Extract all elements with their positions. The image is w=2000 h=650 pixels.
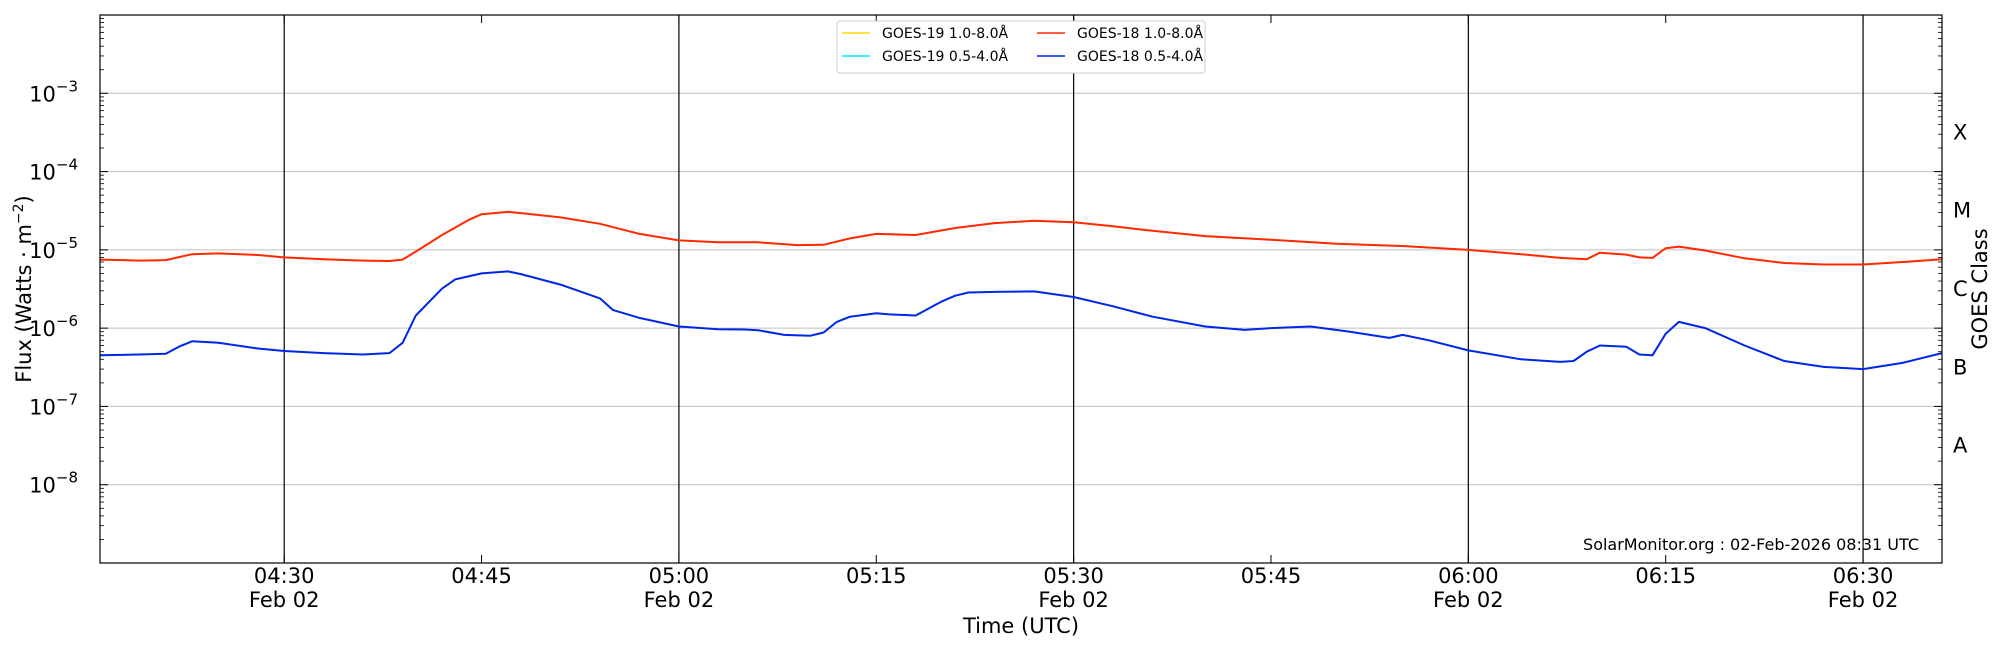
right-axis-title: GOES Class	[1968, 228, 1992, 349]
series-line-0	[99, 210, 1943, 266]
x-tick-date-label: Feb 02	[1038, 588, 1109, 612]
x-tick-date-label: Feb 02	[644, 588, 715, 612]
y-tick-label: 10−3	[29, 77, 78, 106]
series-line-1	[99, 270, 1943, 371]
y-tick-label: 10−5	[29, 234, 78, 263]
x-tick-label: 04:30	[254, 564, 315, 588]
x-tick-label: 05:30	[1043, 564, 1104, 588]
gridlines	[100, 15, 1942, 563]
plot-area-frame	[99, 14, 1943, 564]
x-axis-title: Time (UTC)	[962, 614, 1079, 638]
y-tick-label: 10−8	[29, 469, 78, 498]
x-tick-label: 06:30	[1833, 564, 1894, 588]
legend-label: GOES-18 0.5-4.0Å	[1077, 48, 1203, 65]
x-tick-label: 05:00	[649, 564, 710, 588]
x-tick-date-label: Feb 02	[249, 588, 320, 612]
x-tick-date-label: Feb 02	[1433, 588, 1504, 612]
x-tick-label: 04:45	[451, 564, 512, 588]
x-tick-label: 05:45	[1241, 564, 1302, 588]
y-tick-label: 10−6	[29, 312, 78, 341]
goes-class-label: X	[1953, 120, 1967, 144]
x-tick-label: 05:15	[846, 564, 907, 588]
x-tick-label: 06:15	[1635, 564, 1696, 588]
legend-label: GOES-19 0.5-4.0Å	[882, 48, 1008, 65]
legend: GOES-19 1.0-8.0Å GOES-19 0.5-4.0Å GOES-18 …	[836, 20, 1206, 74]
legend-label: GOES-19 1.0-8.0Å	[882, 25, 1008, 42]
y-tick-label: 10−4	[29, 156, 78, 185]
legend-box	[836, 20, 1206, 74]
goes-class-labels: A B C M X	[1953, 120, 1971, 457]
legend-entries: GOES-19 1.0-8.0Å GOES-19 0.5-4.0Å GOES-18 …	[842, 25, 1203, 65]
goes-class-label: C	[1953, 277, 1968, 301]
series-lines	[99, 210, 1943, 371]
source-annotation: SolarMonitor.org : 02-Feb-2026 08:31 UTC	[1583, 535, 1919, 554]
goes-class-label: A	[1953, 434, 1968, 458]
goes-class-label: M	[1953, 199, 1971, 223]
goes-class-label: B	[1953, 355, 1967, 379]
y-axis-ticks: 10−8 10−7 10−6 10−5 10−4 10−3	[29, 18, 1942, 540]
x-tick-date-label: Feb 02	[1828, 588, 1899, 612]
y-axis-title: Flux (Watts · m−2)	[11, 195, 36, 383]
x-tick-label: 06:00	[1438, 564, 1499, 588]
y-tick-label: 10−7	[29, 390, 78, 419]
legend-label: GOES-18 1.0-8.0Å	[1077, 25, 1203, 42]
